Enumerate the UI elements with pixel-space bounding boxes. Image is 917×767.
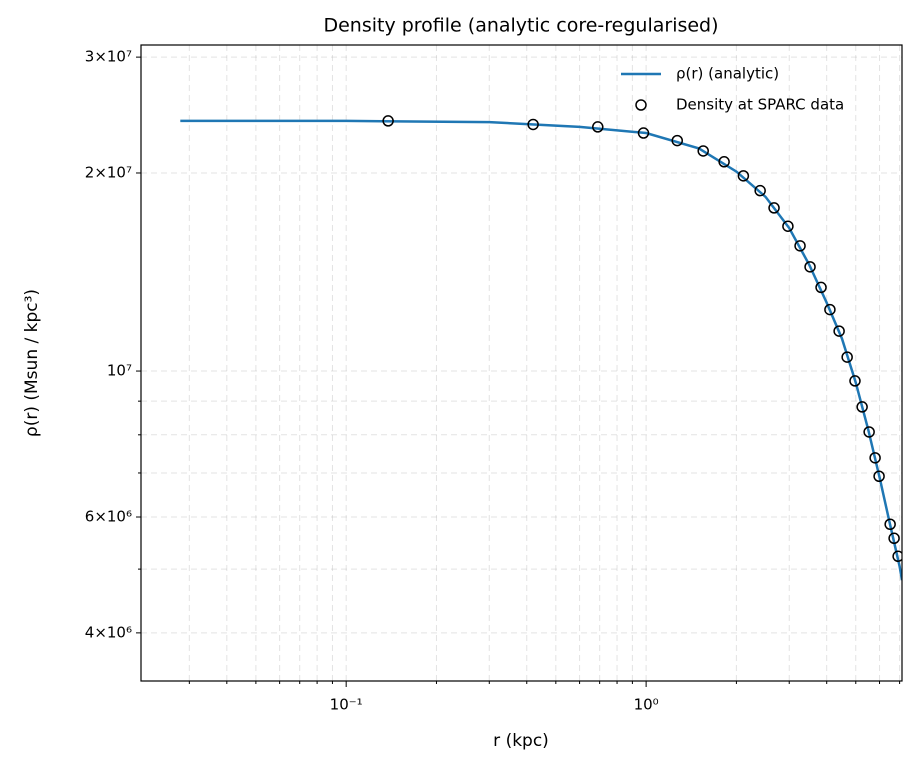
data-point (697, 145, 709, 157)
data-point (856, 401, 868, 413)
data-point (382, 115, 394, 127)
data-point (671, 134, 684, 147)
ticks: 10⁻¹ 10⁰ 4×10⁶ 6×10⁶ 10⁷ 2×10⁷ 3×10⁷ (85, 48, 901, 714)
data-point (892, 550, 902, 563)
data-point (841, 351, 853, 363)
data-point (849, 375, 861, 387)
data-point (884, 518, 896, 530)
legend-label: Density at SPARC data (676, 96, 844, 114)
grid (141, 45, 902, 681)
legend: ρ(r) (analytic) Density at SPARC data (621, 65, 844, 114)
data-point (637, 127, 650, 139)
data-point (768, 202, 780, 214)
data-point (863, 426, 875, 438)
axes-frame (140, 44, 903, 682)
y-tick-label: 10⁷ (107, 362, 132, 380)
data-point (804, 261, 816, 273)
legend-marker (635, 99, 647, 111)
data-point (754, 184, 766, 197)
y-tick-label: 3×10⁷ (85, 48, 132, 66)
data-point (869, 452, 881, 464)
y-tick-label: 4×10⁶ (85, 623, 132, 641)
x-axis-label: r (kpc) (493, 731, 549, 751)
data-point (718, 156, 730, 168)
data-point (592, 121, 604, 133)
data-point (527, 118, 539, 131)
chart-title: Density profile (analytic core-regularis… (323, 15, 718, 37)
x-tick-label: 10⁰ (634, 696, 659, 714)
data-point (833, 325, 845, 337)
x-tick-label: 10⁻¹ (330, 696, 363, 714)
data-line (180, 119, 902, 581)
data-point (815, 281, 827, 294)
y-tick-label: 2×10⁷ (85, 163, 132, 181)
data-point (794, 240, 806, 252)
data-point (782, 220, 794, 232)
data-point (888, 532, 900, 545)
data-point (824, 303, 836, 316)
legend-label: ρ(r) (analytic) (676, 65, 779, 83)
y-axis-label: ρ(r) (Msun / kpc³) (22, 289, 42, 437)
data-point (737, 170, 750, 182)
y-tick-label: 6×10⁶ (85, 508, 132, 526)
plot-area (180, 115, 902, 581)
data-point (873, 470, 885, 483)
